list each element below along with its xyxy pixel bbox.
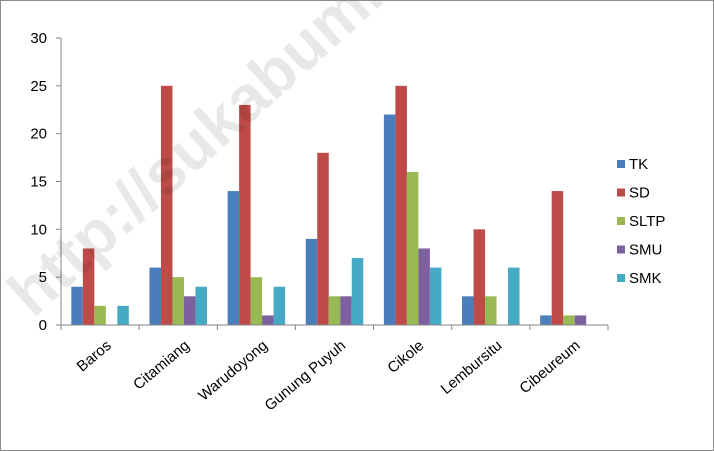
- x-tick-label: Warudoyong: [195, 337, 271, 404]
- bar-sd-cikole: [395, 85, 407, 325]
- bar-sd-baros: [82, 248, 95, 325]
- bar-sd-cibeureum: [551, 191, 564, 325]
- bar-sltp-cibeureum: [563, 315, 575, 325]
- x-tick-label: Cikole: [384, 337, 427, 377]
- legend-swatch-tk: [617, 160, 625, 168]
- bar-smk-baros: [117, 305, 129, 325]
- y-tick-label: 30: [30, 30, 47, 47]
- y-tick-label: 10: [30, 221, 47, 238]
- bar-tk-lembursitu: [462, 296, 474, 325]
- y-tick-label: 15: [30, 174, 47, 191]
- y-ticks: 0 5 10 15 20 25 30: [30, 30, 61, 334]
- x-tick-label: Citamiang: [130, 337, 193, 393]
- bar-tk-gunung-puyuh: [305, 238, 318, 325]
- bar-smu-cibeureum: [574, 315, 587, 325]
- bar-sd-lembursitu: [473, 229, 486, 325]
- bar-sltp-gunung-puyuh: [328, 296, 341, 325]
- bar-tk-cibeureum: [540, 315, 552, 325]
- bar-smk-warudoyong: [273, 286, 286, 325]
- y-tick-label: 5: [39, 269, 47, 286]
- bar-sd-citamiang: [160, 85, 173, 325]
- legend-swatch-smu: [617, 245, 625, 254]
- bar-tk-citamiang: [149, 267, 161, 325]
- bar-smk-lembursitu: [508, 267, 520, 325]
- legend-label-smk: SMK: [629, 270, 662, 287]
- x-tick-label: Cibeureum: [516, 337, 583, 397]
- x-tick-label: Baros: [74, 337, 115, 375]
- legend-label-tk: TK: [629, 156, 648, 173]
- bars-group: [71, 85, 587, 326]
- bar-smk-cikole: [429, 267, 442, 325]
- bar-sd-gunung-puyuh: [317, 152, 329, 325]
- y-tick-label: 0: [39, 317, 47, 334]
- bar-tk-cikole: [383, 114, 396, 326]
- legend-swatch-sltp: [617, 217, 625, 225]
- bar-tk-warudoyong: [227, 191, 240, 325]
- y-tick-label: 25: [30, 78, 47, 95]
- bar-sltp-citamiang: [172, 277, 184, 325]
- bar-sltp-warudoyong: [250, 277, 263, 325]
- bar-smu-cikole: [418, 248, 430, 325]
- x-tick-label: Gunung Puyuh: [261, 337, 349, 414]
- bar-sltp-baros: [94, 305, 106, 325]
- bar-smu-warudoyong: [262, 315, 274, 325]
- legend-swatch-smk: [617, 274, 625, 282]
- y-tick-label: 20: [30, 126, 47, 143]
- legend-swatch-sd: [617, 188, 625, 197]
- bar-sltp-cikole: [406, 171, 419, 325]
- legend: TK SD SLTP SMU SMK: [617, 156, 665, 287]
- legend-label-sd: SD: [629, 185, 650, 202]
- x-tick-label: Lembursitu: [438, 337, 506, 398]
- bar-sltp-lembursitu: [485, 296, 497, 325]
- legend-label-sltp: SLTP: [629, 213, 665, 230]
- bar-sd-warudoyong: [239, 104, 251, 325]
- bar-smu-gunung-puyuh: [340, 296, 352, 325]
- bar-smk-gunung-puyuh: [351, 258, 364, 325]
- bar-tk-baros: [71, 286, 83, 325]
- legend-label-smu: SMU: [629, 242, 662, 259]
- bar-smk-citamiang: [195, 286, 207, 325]
- bar-smu-citamiang: [183, 296, 196, 325]
